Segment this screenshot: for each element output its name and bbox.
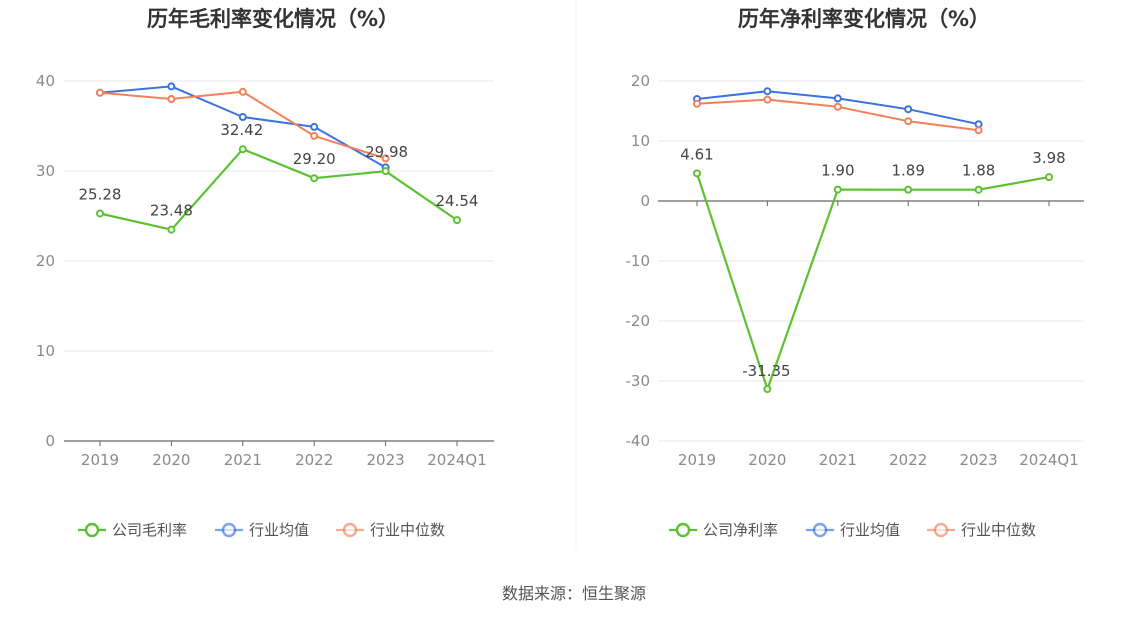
data-point-industry_median xyxy=(381,154,390,163)
legend-label[interactable]: 行业中位数 xyxy=(961,521,1036,539)
data-point-industry_median xyxy=(693,99,701,108)
data-point-company xyxy=(310,174,319,183)
data-point-company xyxy=(96,209,104,218)
data-point-company xyxy=(904,185,913,194)
legend-label[interactable]: 公司毛利率 xyxy=(112,521,187,539)
series-line-company xyxy=(695,172,1050,391)
data-label: 29.98 xyxy=(365,143,408,161)
data-point-industry_median xyxy=(974,126,983,135)
chart-title: 历年净利率变化情况（%） xyxy=(738,7,990,31)
legend-label[interactable]: 公司净利率 xyxy=(703,521,778,539)
y-tick-label: 40 xyxy=(36,72,55,90)
data-point-company xyxy=(763,385,772,394)
data-point-industry_avg xyxy=(238,113,247,121)
y-tick-label: 0 xyxy=(45,432,55,450)
x-tick-label: 2019 xyxy=(81,451,119,469)
x-tick-label: 2021 xyxy=(819,451,857,469)
legend-label[interactable]: 行业均值 xyxy=(840,521,900,539)
x-tick-label: 2020 xyxy=(748,451,786,469)
x-tick-label: 2021 xyxy=(224,451,262,469)
y-tick-label: 20 xyxy=(631,72,650,90)
data-point-company xyxy=(238,145,247,154)
legend-marker-company[interactable] xyxy=(84,522,100,538)
data-label: 23.48 xyxy=(150,202,193,220)
legend-label[interactable]: 行业均值 xyxy=(249,521,309,539)
x-tick-label: 2024Q1 xyxy=(427,451,487,469)
data-label: -31.35 xyxy=(742,362,790,380)
legend-marker-industry_avg[interactable] xyxy=(221,522,237,538)
y-tick-label: 0 xyxy=(640,192,650,210)
data-point-company xyxy=(833,185,842,194)
data-label: 25.28 xyxy=(79,185,122,203)
y-tick-label: 20 xyxy=(36,252,55,270)
data-point-company xyxy=(1045,173,1053,182)
x-tick-label: 2024Q1 xyxy=(1019,451,1079,469)
series-line-company xyxy=(99,148,458,231)
data-point-industry_avg xyxy=(904,105,913,114)
legend-marker-company[interactable] xyxy=(675,522,691,538)
y-tick-label: -40 xyxy=(626,432,651,450)
data-point-industry_median xyxy=(238,87,247,96)
data-point-industry_median xyxy=(833,102,842,111)
data-point-company xyxy=(167,225,176,234)
data-point-industry_median xyxy=(310,131,319,140)
x-tick-label: 2022 xyxy=(295,451,333,469)
y-tick-label: 30 xyxy=(36,162,55,180)
x-tick-label: 2019 xyxy=(678,451,716,469)
data-point-company xyxy=(381,167,390,176)
x-tick-label: 2020 xyxy=(152,451,190,469)
data-point-company xyxy=(974,185,983,194)
chart-title: 历年毛利率变化情况（%） xyxy=(147,7,399,31)
legend-marker-industry_median[interactable] xyxy=(933,522,949,538)
data-point-industry_median xyxy=(167,95,176,103)
data-point-industry_median xyxy=(904,117,913,126)
data-point-industry_avg xyxy=(763,87,772,96)
data-label: 1.89 xyxy=(891,162,924,180)
y-tick-label: -20 xyxy=(626,312,651,330)
legend-label[interactable]: 行业中位数 xyxy=(370,521,445,539)
data-point-industry_avg xyxy=(310,122,319,131)
data-label: 1.90 xyxy=(821,162,854,180)
x-tick-label: 2022 xyxy=(889,451,927,469)
data-source: 数据来源：恒生聚源 xyxy=(501,584,646,603)
data-label: 3.98 xyxy=(1032,149,1065,167)
y-tick-label: 10 xyxy=(36,342,55,360)
data-label: 1.88 xyxy=(962,162,995,180)
x-tick-label: 2023 xyxy=(367,451,405,469)
data-label: 32.42 xyxy=(220,121,263,139)
data-point-industry_avg xyxy=(167,82,176,91)
data-label: 24.54 xyxy=(436,192,479,210)
legend-marker-industry_avg[interactable] xyxy=(812,522,828,538)
y-tick-label: -10 xyxy=(626,252,651,270)
data-point-industry_median xyxy=(96,88,104,97)
x-tick-label: 2023 xyxy=(960,451,998,469)
data-point-company xyxy=(453,216,461,225)
data-point-company xyxy=(693,169,701,178)
y-tick-label: 10 xyxy=(631,132,650,150)
y-tick-label: -30 xyxy=(626,372,651,390)
legend-marker-industry_median[interactable] xyxy=(342,522,358,538)
data-point-industry_avg xyxy=(833,94,842,103)
data-label: 29.20 xyxy=(293,150,336,168)
data-point-industry_median xyxy=(763,95,772,104)
data-label: 4.61 xyxy=(680,145,713,163)
